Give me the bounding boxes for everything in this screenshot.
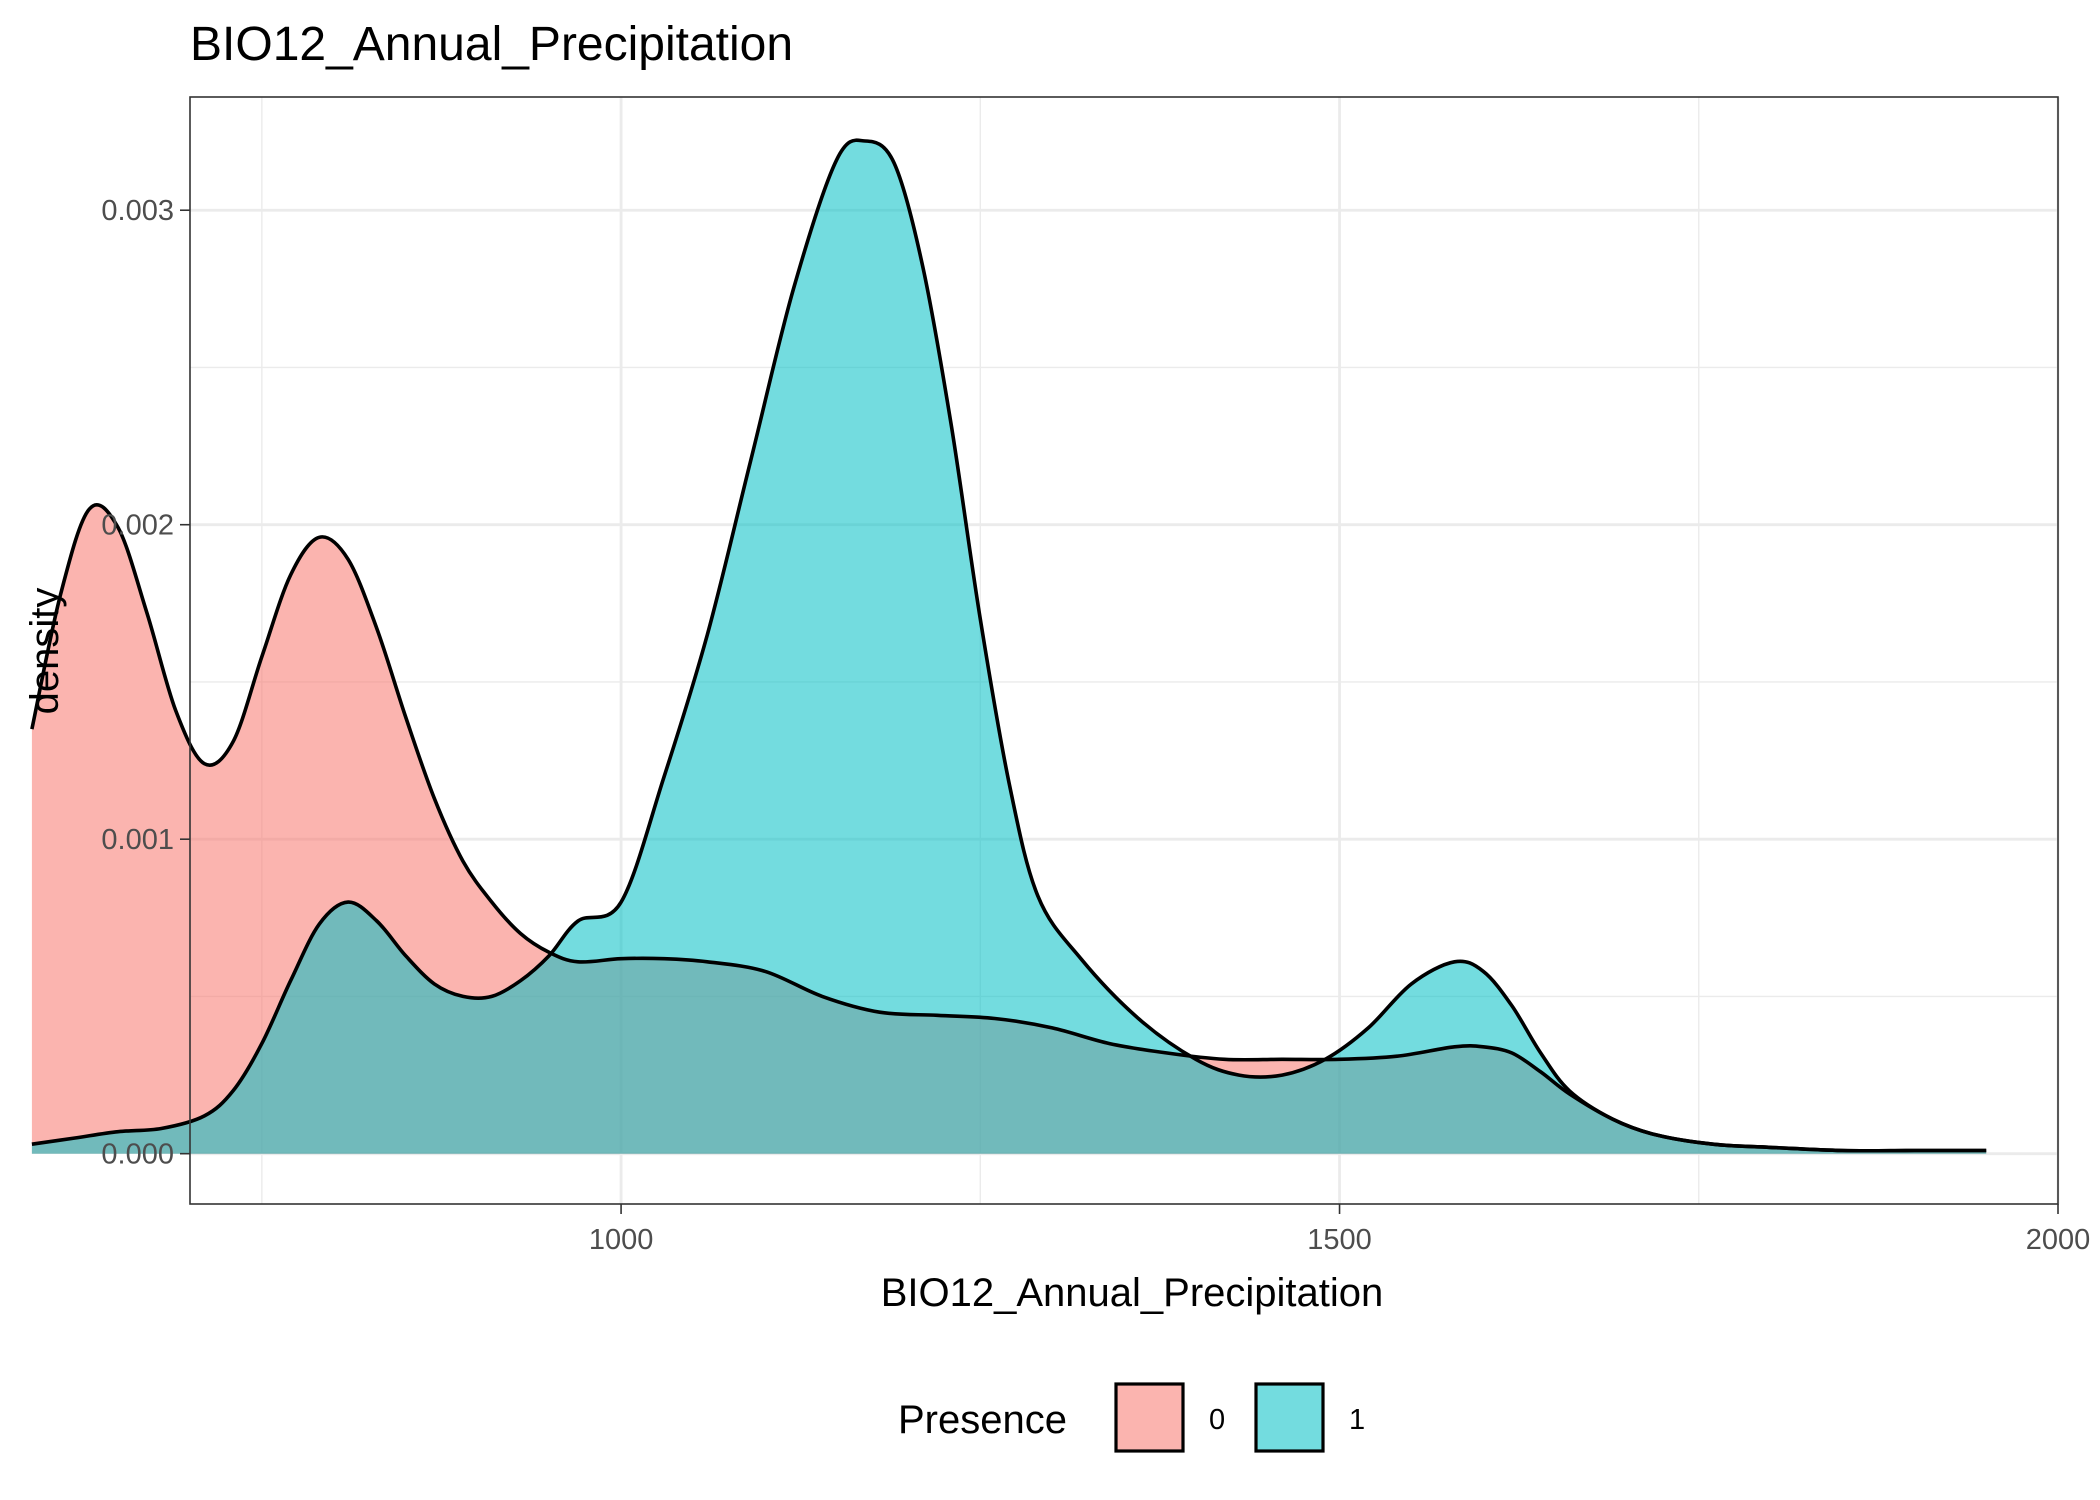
density-curve-1 — [31, 138, 1987, 1153]
x-axis-title: BIO12_Annual_Precipitation — [881, 1271, 1384, 1315]
density-curve-0 — [30, 503, 1987, 1153]
y-axis-title: density — [23, 588, 67, 715]
y-tick-label: 0.000 — [101, 1139, 174, 1171]
x-tick-label: 1000 — [589, 1224, 654, 1256]
legend-key-1 — [1254, 1382, 1325, 1453]
x-tick-label: 1500 — [1307, 1224, 1372, 1256]
chart-title: BIO12_Annual_Precipitation — [190, 18, 793, 71]
legend-title: Presence — [898, 1398, 1067, 1442]
panel-border — [189, 96, 2059, 1205]
legend-label-0: 0 — [1209, 1404, 1225, 1436]
x-axis-ticks: 1000 1500 2000 — [589, 1204, 2090, 1256]
y-tick-label: 0.001 — [101, 824, 174, 856]
legend-key-0 — [1114, 1382, 1185, 1453]
y-tick-label: 0.003 — [101, 195, 174, 227]
density-areas — [30, 138, 1987, 1154]
legend: Presence 0 1 — [898, 1382, 1365, 1453]
x-tick-label: 2000 — [2026, 1224, 2091, 1256]
density-area-1 — [31, 140, 1987, 1154]
y-tick-label: 0.002 — [101, 510, 174, 542]
y-axis-ticks: 0.000 0.001 0.002 0.003 — [101, 195, 190, 1171]
legend-label-1: 1 — [1349, 1404, 1365, 1436]
